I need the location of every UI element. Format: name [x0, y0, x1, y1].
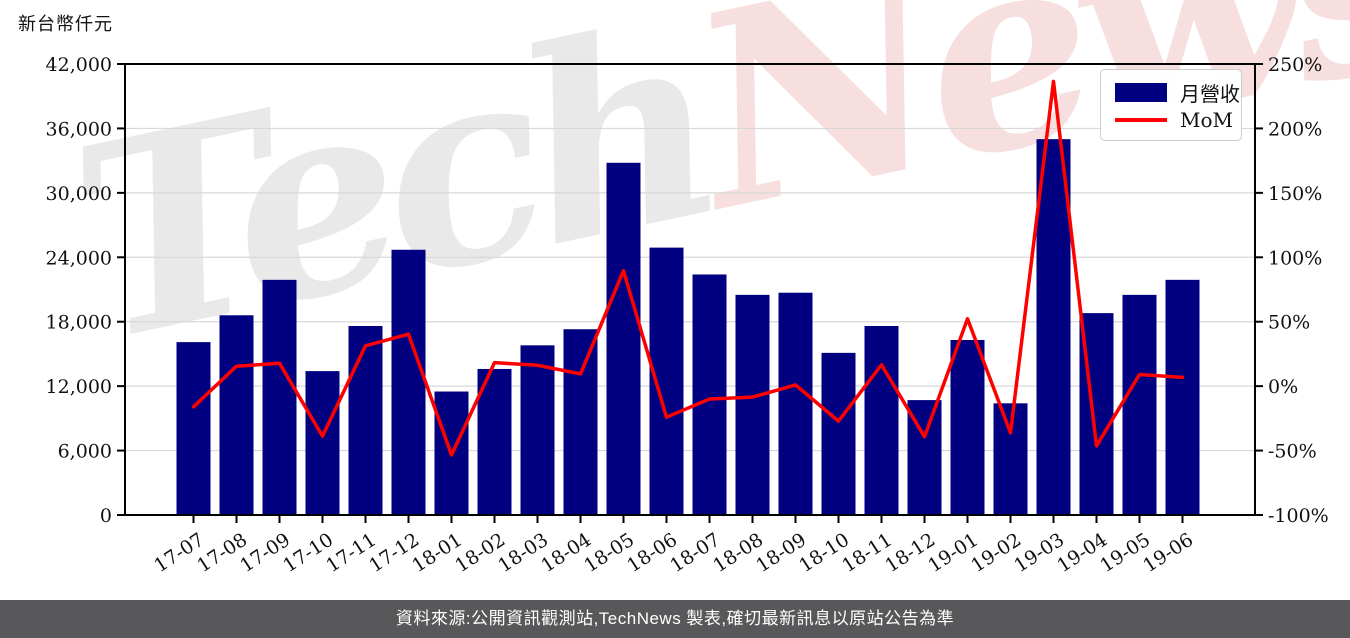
bar-18-02	[477, 368, 512, 515]
left-tick-label: 36,000	[46, 118, 112, 140]
right-tick-label: 100%	[1268, 247, 1322, 269]
bar-19-03	[1036, 139, 1071, 515]
mom-line-swatch	[1115, 118, 1167, 122]
bar-18-07	[692, 274, 727, 515]
right-tick-label: 150%	[1268, 183, 1322, 205]
bar-19-01	[950, 339, 985, 515]
bar-18-08	[735, 294, 770, 515]
bar-18-09	[778, 292, 813, 515]
left-tick-label: 12,000	[46, 376, 112, 398]
chart-plot-area: 0 6,000 12,000 18,000 24,000 30,000 36,000 42,0…	[46, 54, 1329, 577]
bar-18-03	[520, 345, 555, 515]
right-tick-label: -100%	[1268, 505, 1329, 527]
bar-19-05	[1122, 294, 1157, 515]
right-tick-label: 200%	[1268, 118, 1322, 140]
revenue-bar-swatch	[1115, 82, 1167, 102]
right-tick-label: 250%	[1268, 54, 1322, 76]
right-tick-label: 0%	[1268, 376, 1298, 398]
left-tick-label: 6,000	[58, 441, 112, 463]
y-axis-unit-label: 新台幣仟元	[18, 14, 113, 35]
legend-label-revenue: 月營收	[1180, 81, 1240, 106]
bar-18-05	[606, 162, 641, 516]
legend: 月營收 MoM	[1100, 69, 1242, 141]
bar-17-12	[391, 249, 426, 515]
legend-item-mom: MoM	[1115, 106, 1241, 134]
left-tick-label: 18,000	[46, 312, 112, 334]
right-tick-label: -50%	[1268, 441, 1317, 463]
right-tick-label: 50%	[1268, 312, 1310, 334]
mom-line	[191, 79, 1185, 457]
axes-frame	[124, 63, 1256, 516]
legend-item-revenue: 月營收	[1115, 78, 1241, 106]
source-footer: 資料來源:公開資訊觀測站,TechNews 製表,確切最新訊息以原站公告為準	[0, 600, 1350, 638]
left-tick-label: 0	[100, 505, 112, 527]
left-tick-label: 42,000	[46, 54, 112, 76]
bar-17-11	[348, 326, 383, 515]
bar-17-08	[219, 315, 254, 515]
bar-17-07	[176, 342, 211, 515]
legend-label-mom: MoM	[1180, 108, 1233, 132]
bar-18-04	[563, 329, 598, 515]
bar-19-06	[1165, 279, 1200, 515]
x-tick-label-19-06: 19-06	[1139, 529, 1197, 577]
bar-17-09	[262, 279, 297, 515]
left-tick-label: 30,000	[46, 183, 112, 205]
bar-17-10	[305, 371, 340, 515]
left-tick-label: 24,000	[46, 247, 112, 269]
bar-18-11	[864, 326, 899, 515]
bar-18-10	[821, 352, 856, 515]
